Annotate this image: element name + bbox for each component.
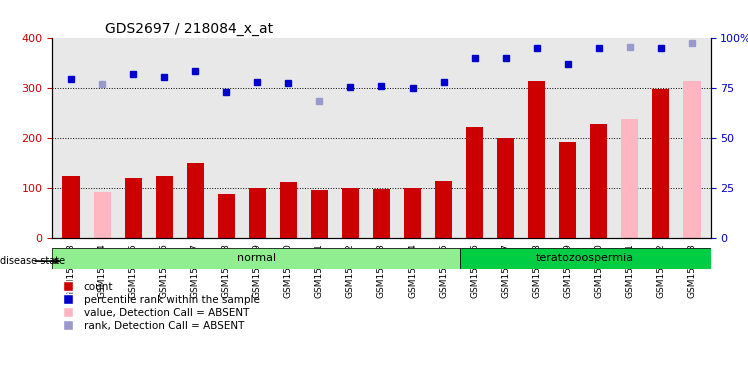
Bar	[94, 192, 111, 238]
Bar	[684, 81, 701, 238]
FancyBboxPatch shape	[460, 248, 711, 269]
Bar	[311, 190, 328, 238]
Bar	[373, 189, 390, 238]
Bar	[622, 119, 638, 238]
Bar	[249, 188, 266, 238]
Bar	[62, 176, 79, 238]
Bar	[590, 124, 607, 238]
Text: teratozoospermia: teratozoospermia	[536, 253, 634, 263]
Bar	[218, 194, 235, 238]
Bar	[342, 188, 359, 238]
Bar	[156, 176, 173, 238]
Text: disease state: disease state	[0, 256, 65, 266]
Bar	[528, 81, 545, 238]
Bar	[560, 142, 576, 238]
Bar	[311, 202, 328, 238]
Bar	[466, 127, 483, 238]
FancyBboxPatch shape	[52, 248, 711, 269]
Bar	[404, 188, 421, 238]
Text: normal: normal	[236, 253, 276, 263]
Bar	[187, 163, 203, 238]
Bar	[280, 182, 297, 238]
Bar	[435, 180, 452, 238]
FancyBboxPatch shape	[52, 248, 460, 269]
Bar	[497, 138, 514, 238]
Legend: count, percentile rank within the sample, value, Detection Call = ABSENT, rank, : count, percentile rank within the sample…	[58, 282, 260, 331]
Text: GDS2697 / 218084_x_at: GDS2697 / 218084_x_at	[105, 22, 273, 36]
Bar	[125, 178, 141, 238]
Bar	[652, 89, 669, 238]
